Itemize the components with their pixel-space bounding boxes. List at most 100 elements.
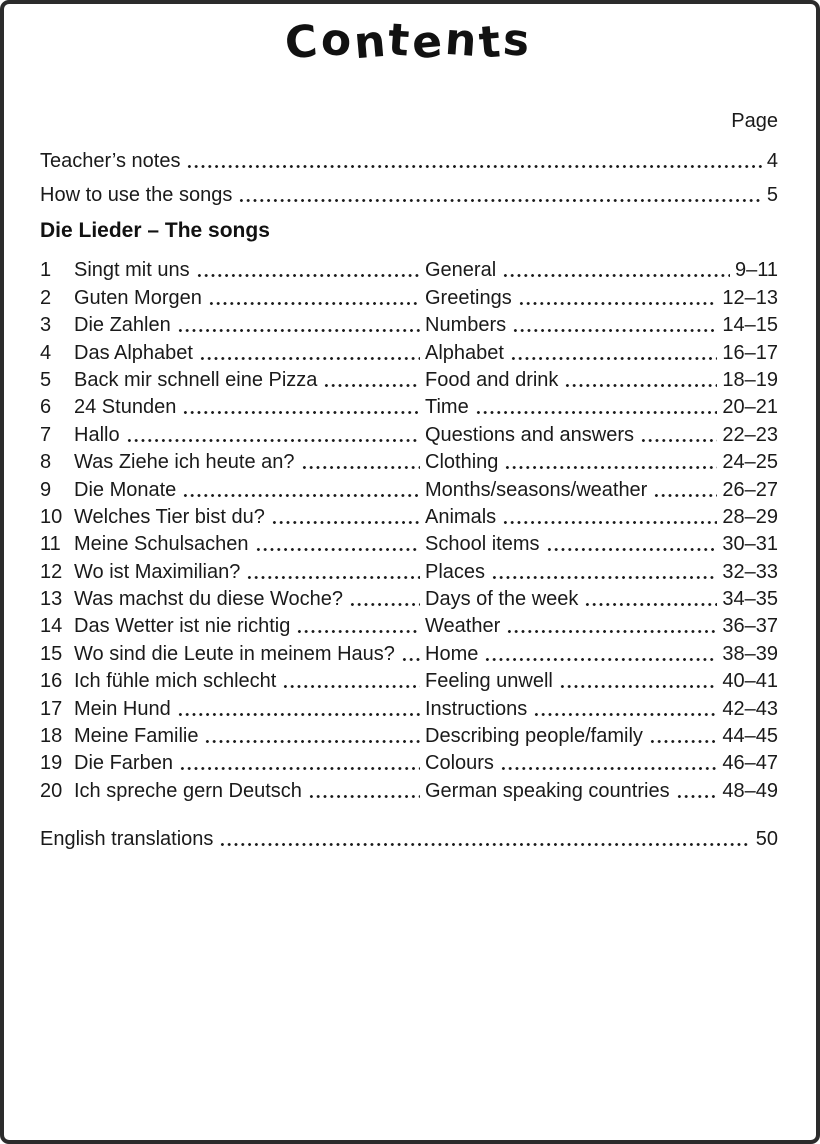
song-title: Hallo <box>74 423 120 446</box>
dot-leader <box>509 356 718 360</box>
song-number: 16 <box>40 670 63 693</box>
dot-leader <box>176 712 420 716</box>
toc-song-right: Animals 28–29 <box>425 506 778 529</box>
toc-song-right: Months/seasons/weather 26–27 <box>425 479 778 502</box>
song-title: Mein Hund <box>74 697 171 720</box>
song-topic: Time <box>425 396 469 419</box>
dot-leader <box>182 411 420 415</box>
toc-song-left: 9 Die Monate <box>40 479 425 502</box>
toc-song-right: Numbers 14–15 <box>425 314 778 337</box>
song-title: Welches Tier bist du? <box>74 505 265 528</box>
front-matter-list: Teacher’s notes 4 How to use the songs 5 <box>40 139 778 207</box>
toc-song-left: 8 Was Ziehe ich heute an? <box>40 451 425 474</box>
dot-leader <box>246 575 420 579</box>
dot-leader <box>474 411 718 415</box>
page-column-label: Page <box>731 110 778 132</box>
dot-leader <box>675 794 718 798</box>
toc-song-right: German speaking countries 48–49 <box>425 780 778 803</box>
toc-song-row: 18 Meine Familie Describing people/family 4… <box>40 721 778 748</box>
song-pages: 36–37 <box>722 615 778 638</box>
page-title: Contents <box>283 13 535 70</box>
toc-song-right: Alphabet 16–17 <box>425 342 778 365</box>
toc-song-row: 13 Was machst du diese Woche? Days of the … <box>40 584 778 611</box>
toc-song-right: Home 38–39 <box>425 643 778 666</box>
dot-leader <box>499 767 718 771</box>
song-title: Die Farben <box>74 752 173 775</box>
toc-song-row: 16 Ich fühle mich schlecht Feeling unwell 4… <box>40 666 778 693</box>
toc-song-left: 1 Singt mit uns <box>40 259 425 282</box>
song-number: 5 <box>40 368 52 391</box>
toc-song-left: 20 Ich spreche gern Deutsch <box>40 780 425 803</box>
toc-song-right: Feeling unwell 40–41 <box>425 670 778 693</box>
toc-song-left: 17 Mein Hund <box>40 698 425 721</box>
dot-leader <box>282 685 420 689</box>
dot-leader <box>502 274 730 278</box>
dot-leader <box>195 274 420 278</box>
song-pages: 24–25 <box>722 451 778 474</box>
song-title: Was Ziehe ich heute an? <box>74 451 295 474</box>
song-pages: 9–11 <box>734 259 778 282</box>
toc-song-row: 2 Guten Morgen Greetings 12–13 <box>40 282 778 309</box>
toc-song-left: 18 Meine Familie <box>40 725 425 748</box>
toc-song-row: 8 Was Ziehe ich heute an? Clothing 24–25 <box>40 447 778 474</box>
song-topic: School items <box>425 533 540 556</box>
song-topic: Food and drink <box>425 368 559 391</box>
dot-leader <box>564 383 718 387</box>
song-topic: Home <box>425 642 479 665</box>
song-topic: Alphabet <box>425 341 504 364</box>
toc-song-right: Food and drink 18–19 <box>425 369 778 392</box>
song-number: 13 <box>40 588 63 611</box>
dot-leader <box>296 630 420 634</box>
toc-entry-label: English translations <box>40 827 214 850</box>
dot-leader <box>512 329 718 333</box>
song-pages: 20–21 <box>722 396 778 419</box>
toc-song-row: 14 Das Wetter ist nie richtig Weather 36–37 <box>40 611 778 638</box>
dot-leader <box>300 466 420 470</box>
dot-leader <box>517 301 718 305</box>
toc-song-row: 1 Singt mit uns General 9–11 <box>40 255 778 282</box>
dot-leader <box>323 383 420 387</box>
song-topic: German speaking countries <box>425 779 670 802</box>
toc-song-row: 11 Meine Schulsachen School items 30–31 <box>40 529 778 556</box>
song-topic: Colours <box>425 752 494 775</box>
song-pages: 18–19 <box>722 368 778 391</box>
dot-leader <box>491 575 718 579</box>
song-topic: Greetings <box>425 286 512 309</box>
song-pages: 48–49 <box>722 779 778 802</box>
dot-leader <box>186 165 762 168</box>
song-number: 8 <box>40 451 52 474</box>
song-title: 24 Stunden <box>74 396 177 419</box>
dot-leader <box>307 794 420 798</box>
song-pages: 28–29 <box>722 505 778 528</box>
song-title: Wo sind die Leute in meinem Haus? <box>74 642 395 665</box>
dot-leader <box>506 630 718 634</box>
toc-song-left: 3 Die Zahlen <box>40 314 425 337</box>
toc-entry-english-translations: English translations 50 <box>40 817 778 851</box>
song-number: 19 <box>40 752 63 775</box>
song-number: 10 <box>40 505 63 528</box>
song-title: Ich fühle mich schlecht <box>74 670 277 693</box>
song-number: 9 <box>40 478 52 501</box>
song-topic: Months/seasons/weather <box>425 478 648 501</box>
song-pages: 46–47 <box>722 752 778 775</box>
toc-song-right: Instructions 42–43 <box>425 698 778 721</box>
song-title: Die Monate <box>74 478 177 501</box>
dot-leader <box>204 740 420 744</box>
dot-leader <box>584 603 718 607</box>
section-heading: Die Lieder – The songs <box>40 219 270 242</box>
song-title: Was machst du diese Woche? <box>74 588 344 611</box>
song-topic: Instructions <box>425 697 528 720</box>
song-pages: 34–35 <box>722 588 778 611</box>
dot-leader <box>558 685 718 689</box>
song-topic: Describing people/family <box>425 725 643 748</box>
toc-entry-label: Teacher’s notes <box>40 150 181 172</box>
toc-song-right: Places 32–33 <box>425 561 778 584</box>
dot-leader <box>198 356 420 360</box>
song-title: Back mir schnell eine Pizza <box>74 368 318 391</box>
song-title: Wo ist Maximilian? <box>74 560 241 583</box>
toc-song-left: 12 Wo ist Maximilian? <box>40 561 425 584</box>
song-topic: Days of the week <box>425 588 579 611</box>
toc-song-left: 13 Was machst du diese Woche? <box>40 588 425 611</box>
toc-song-row: 17 Mein Hund Instructions 42–43 <box>40 693 778 720</box>
